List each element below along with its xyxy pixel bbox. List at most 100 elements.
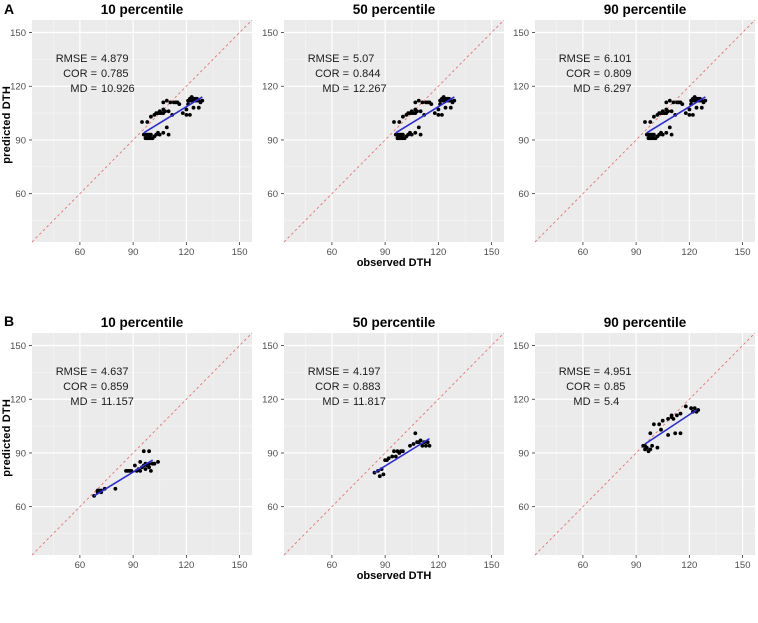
stat-value: 0.85 — [604, 381, 625, 393]
data-point — [443, 105, 448, 110]
data-point — [692, 406, 697, 411]
y-tick-label: 120 — [513, 82, 529, 93]
data-point — [667, 125, 672, 130]
stat-value: 5.4 — [604, 396, 619, 408]
data-point — [669, 413, 674, 418]
data-point — [401, 449, 405, 454]
x-tick-label: 150 — [484, 247, 500, 258]
data-point — [168, 100, 173, 105]
data-point — [683, 111, 688, 115]
data-point — [416, 125, 421, 130]
y-tick-label: 120 — [10, 82, 26, 93]
data-point — [397, 120, 402, 124]
data-point — [669, 132, 674, 137]
x-tick-label: 120 — [430, 247, 446, 258]
data-point — [680, 102, 685, 106]
data-point — [678, 411, 683, 416]
scatter-panel-a-50: 60 60 90 90 120 120 150 150 RMSE = 5.07 COR = 0.8… — [262, 2, 505, 268]
y-tick-label: 60 — [518, 189, 529, 200]
panel-title: 10 percentile — [101, 2, 184, 17]
data-point — [390, 454, 395, 459]
y-tick-label: 150 — [10, 28, 26, 39]
data-point — [381, 472, 386, 477]
data-point — [703, 98, 708, 103]
data-point — [157, 132, 162, 137]
stat-label: RMSE = — [308, 53, 349, 65]
data-point — [409, 132, 414, 137]
y-tick-label: 120 — [262, 395, 278, 406]
data-point — [161, 100, 166, 105]
data-point — [694, 105, 699, 110]
data-point — [149, 114, 153, 119]
data-point — [188, 113, 192, 117]
data-point — [657, 422, 662, 427]
data-point — [644, 445, 649, 450]
scatter-panel-b-10: 60 60 90 90 120 120 150 150 RMSE = 4.637 COR = 0.… — [10, 315, 253, 571]
scatter-points — [392, 95, 457, 141]
data-point — [164, 125, 169, 130]
data-point — [145, 120, 150, 124]
stat-label: RMSE = — [559, 53, 600, 65]
x-tick-label: 120 — [430, 560, 446, 571]
data-point — [671, 100, 676, 105]
data-point — [669, 109, 674, 114]
stat-label: COR = — [63, 68, 97, 80]
stat-value: 12.267 — [353, 83, 387, 95]
scatter-panel-a-90: 60 60 90 90 120 120 150 150 RMSE = 6.101 COR = 0.… — [513, 2, 756, 258]
stat-label: MD = — [573, 83, 600, 95]
x-tick-label: 90 — [128, 247, 139, 258]
y-tick-label: 120 — [513, 395, 529, 406]
data-point — [652, 422, 656, 427]
data-point — [143, 467, 148, 471]
data-point — [409, 109, 414, 114]
y-tick-label: 150 — [262, 341, 278, 352]
regression-line — [646, 96, 706, 134]
x-tick-label: 60 — [75, 560, 86, 571]
panel-title: 50 percentile — [353, 2, 436, 17]
regression-line — [644, 409, 697, 445]
y-tick-label: 150 — [262, 28, 278, 39]
y-tick-label: 90 — [267, 448, 278, 459]
y-tick-label: 150 — [513, 341, 529, 352]
data-point — [161, 130, 166, 135]
data-point — [180, 111, 185, 115]
regression-line — [395, 96, 455, 134]
y-tick-label: 60 — [518, 502, 529, 513]
data-point — [660, 109, 665, 114]
data-point — [673, 431, 678, 436]
x-tick-label: 120 — [681, 247, 697, 258]
y-tick-label: 90 — [518, 448, 529, 459]
stat-label: COR = — [566, 68, 600, 80]
data-point — [149, 469, 153, 473]
data-point — [156, 460, 160, 464]
x-tick-label: 60 — [578, 560, 589, 571]
data-point — [648, 447, 653, 452]
data-point — [429, 102, 434, 106]
data-point — [699, 105, 704, 110]
data-point — [650, 443, 654, 448]
y-tick-label: 90 — [15, 135, 26, 146]
regression-line — [143, 96, 203, 134]
data-point — [432, 111, 437, 115]
data-point — [138, 469, 143, 473]
x-tick-label: 120 — [681, 560, 697, 571]
data-point — [452, 98, 457, 103]
y-tick-label: 150 — [513, 28, 529, 39]
stat-label: COR = — [63, 381, 97, 393]
identity-line — [283, 19, 505, 243]
x-tick-label: 60 — [327, 247, 338, 258]
stat-label: RMSE = — [559, 366, 600, 378]
stat-label: MD = — [70, 83, 97, 95]
stat-label: COR = — [315, 68, 349, 80]
data-point — [141, 449, 146, 454]
y-tick-label: 60 — [267, 189, 278, 200]
stat-label: MD = — [322, 396, 349, 408]
data-point — [660, 418, 665, 423]
stat-value: 4.879 — [101, 53, 129, 65]
data-point — [666, 433, 670, 437]
y-tick-label: 120 — [262, 82, 278, 93]
data-point — [671, 417, 676, 421]
stat-label: MD = — [70, 396, 97, 408]
data-point — [177, 102, 182, 106]
